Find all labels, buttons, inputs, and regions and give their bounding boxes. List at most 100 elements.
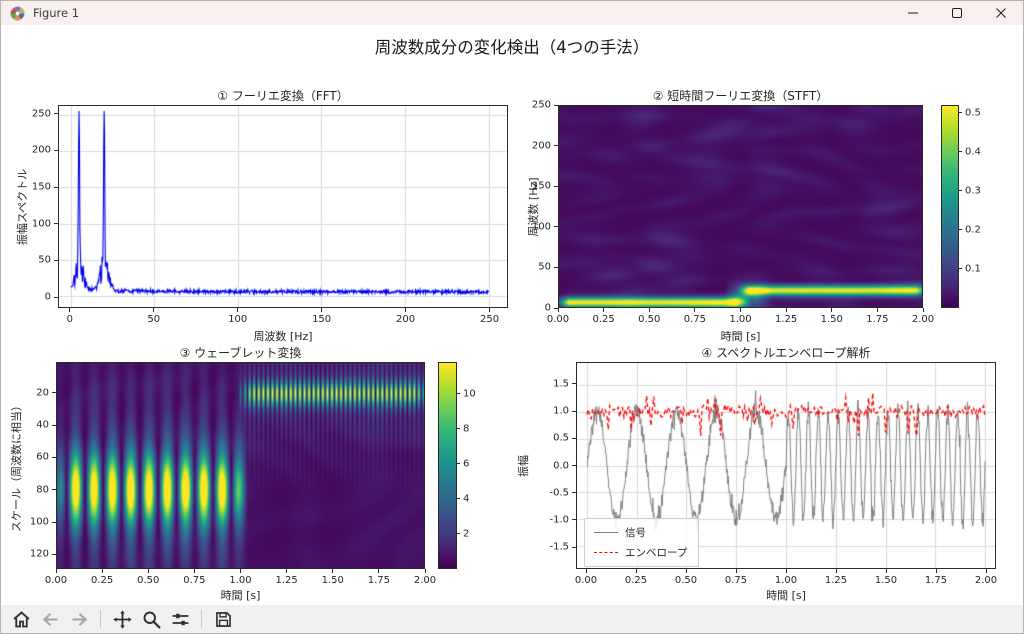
x-tick-mark <box>648 308 650 312</box>
y-tick-mark <box>52 424 56 426</box>
colorbar <box>941 105 959 308</box>
colorbar-tick-label: 10 <box>463 388 476 400</box>
x-tick-label: 250 <box>479 314 500 325</box>
y-tick-label: 250 <box>531 99 551 111</box>
colorbar <box>438 362 457 569</box>
y-tick-label: 120 <box>29 548 49 560</box>
y-tick-mark <box>54 149 58 151</box>
x-tick-mark <box>685 569 687 573</box>
colorbar-tick-mark <box>959 229 962 231</box>
y-tick-label: 150 <box>31 181 51 193</box>
y-tick-mark <box>572 437 576 439</box>
y-tick-label: 100 <box>531 221 551 233</box>
y-tick-mark <box>554 266 558 268</box>
colorbar-tick-mark <box>457 533 460 535</box>
y-tick-mark <box>572 383 576 385</box>
colorbar-canvas <box>439 363 456 568</box>
x-tick-label: 2.00 <box>974 575 998 586</box>
x-tick-label: 0.25 <box>592 314 615 325</box>
legend-line-envelope <box>594 552 618 553</box>
y-tick-label: -1.5 <box>549 541 569 553</box>
legend-label: エンベロープ <box>625 547 688 559</box>
y-axis-label: スケール（周波数に相当） <box>10 399 23 532</box>
y-tick-mark <box>572 410 576 412</box>
x-tick-label: 1.75 <box>866 314 889 325</box>
save-button[interactable] <box>210 607 236 631</box>
x-tick-mark <box>985 569 987 573</box>
x-tick-mark <box>603 308 605 312</box>
plot-area <box>56 362 425 569</box>
forward-button[interactable] <box>66 607 92 631</box>
y-tick-label: 100 <box>29 516 49 528</box>
back-arrow-icon <box>42 612 57 626</box>
maximize-button[interactable] <box>935 1 979 25</box>
colorbar-tick-mark <box>457 428 460 430</box>
x-tick-label: 0.75 <box>724 575 748 586</box>
x-tick-label: 0.50 <box>674 575 698 586</box>
home-button[interactable] <box>8 607 34 631</box>
x-tick-mark <box>424 569 426 573</box>
y-tick-label: 50 <box>538 261 551 273</box>
y-tick-mark <box>52 553 56 555</box>
legend-line-signal <box>594 532 618 533</box>
x-axis-label: 周波数 [Hz] <box>253 330 313 343</box>
window-title: Figure 1 <box>33 6 80 20</box>
minimize-button[interactable] <box>891 1 935 25</box>
y-tick-mark <box>572 546 576 548</box>
navigation-toolbar <box>1 605 1023 633</box>
back-button[interactable] <box>37 607 63 631</box>
y-tick-mark <box>554 104 558 106</box>
x-tick-label: 1.25 <box>275 575 298 586</box>
plot-area <box>58 105 508 308</box>
colorbar-tick-label: 8 <box>463 423 470 435</box>
x-axis-label: 時間 [s] <box>220 589 261 602</box>
y-axis-label: 振幅 <box>517 454 530 477</box>
x-tick-label: 1.25 <box>824 575 848 586</box>
y-tick-label: 200 <box>31 144 51 156</box>
zoom-button[interactable] <box>138 607 164 631</box>
x-tick-mark <box>332 569 334 573</box>
colorbar-tick-label: 6 <box>463 458 470 470</box>
colorbar-canvas <box>942 106 958 307</box>
y-tick-mark <box>54 223 58 225</box>
close-button[interactable] <box>979 1 1023 25</box>
y-tick-label: -0.5 <box>549 487 569 499</box>
x-tick-label: 1.50 <box>321 575 344 586</box>
x-tick-label: 0.25 <box>624 575 648 586</box>
x-tick-mark <box>835 569 837 573</box>
plot-canvas <box>559 106 922 307</box>
x-tick-label: 0.00 <box>574 575 598 586</box>
x-tick-label: 1.25 <box>774 314 798 325</box>
x-tick-mark <box>785 308 787 312</box>
y-tick-label: -1.0 <box>549 514 569 526</box>
y-tick-mark <box>54 296 58 298</box>
legend-entry-signal: 信号 <box>594 525 687 540</box>
y-tick-mark <box>54 259 58 261</box>
subplot-title: ② 短時間フーリエ変換（STFT） <box>652 89 829 103</box>
y-tick-mark <box>52 521 56 523</box>
x-tick-mark <box>831 308 833 312</box>
legend-entry-envelope: エンベロープ <box>594 545 687 560</box>
y-tick-label: 100 <box>31 218 51 230</box>
x-tick-label: 1.50 <box>820 314 843 325</box>
colorbar-tick-mark <box>959 190 962 192</box>
sliders-icon <box>172 613 188 625</box>
x-tick-label: 50 <box>147 314 161 325</box>
figure-title: 周波数成分の変化検出（4つの手法） <box>374 38 650 57</box>
x-tick-mark <box>585 569 587 573</box>
x-tick-label: 1.75 <box>924 575 948 586</box>
y-tick-label: 20 <box>36 387 49 399</box>
configure-subplots-button[interactable] <box>167 607 193 631</box>
window-titlebar[interactable]: Figure 1 <box>1 1 1023 25</box>
colorbar-tick-mark <box>959 112 962 114</box>
y-tick-mark <box>52 392 56 394</box>
x-tick-label: 0.75 <box>683 314 707 325</box>
pan-button[interactable] <box>109 607 135 631</box>
x-tick-mark <box>785 569 787 573</box>
x-tick-label: 0.00 <box>546 314 570 325</box>
colorbar-tick-label: 0.1 <box>965 263 981 275</box>
colorbar-tick-mark <box>959 151 962 153</box>
x-tick-label: 0 <box>66 314 73 325</box>
matplotlib-logo-icon <box>10 5 25 21</box>
